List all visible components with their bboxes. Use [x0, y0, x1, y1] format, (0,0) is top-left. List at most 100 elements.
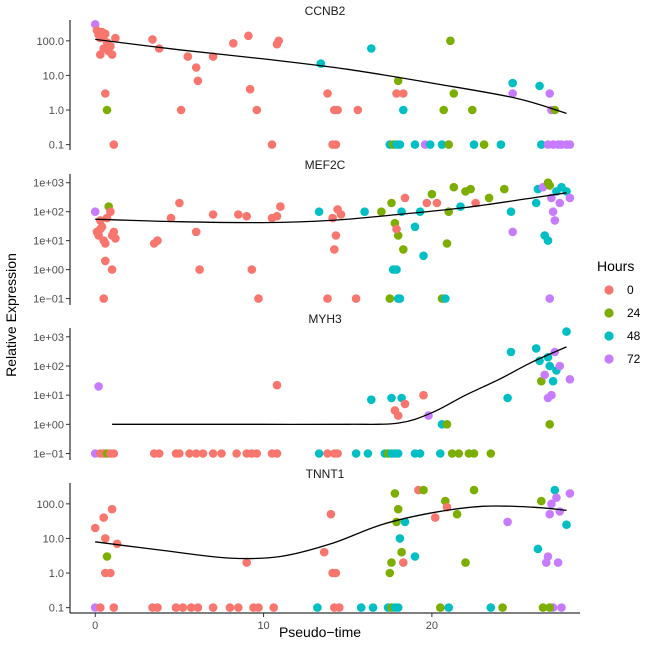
data-point — [363, 449, 373, 458]
y-tick-label: 1e−01 — [33, 449, 64, 461]
data-point — [252, 105, 262, 115]
trend-line — [95, 38, 567, 115]
data-point — [323, 449, 332, 458]
data-point — [254, 294, 263, 303]
data-point — [102, 552, 112, 561]
panels-layer: CCNB2 0.1 1.0 10.0 100.0 MEF2C 1e−01 1e+00 1e+01… — [33, 2, 580, 632]
data-point — [336, 210, 346, 219]
y-tick-label: 100.0 — [36, 499, 64, 511]
data-point — [109, 603, 119, 612]
data-point — [533, 544, 543, 554]
data-point — [537, 496, 546, 506]
data-point — [276, 202, 285, 211]
data-point — [562, 520, 571, 529]
data-point — [153, 236, 162, 245]
data-point — [537, 376, 546, 386]
x-tick-label: 20 — [426, 620, 438, 632]
data-point — [399, 89, 408, 98]
data-point — [543, 236, 553, 245]
y-tick-label: 0.1 — [49, 603, 64, 615]
data-point — [319, 547, 329, 557]
data-point — [441, 294, 450, 303]
data-point — [387, 393, 396, 403]
data-point — [392, 265, 401, 274]
data-point — [555, 361, 565, 371]
data-point — [479, 140, 489, 149]
panel-title: TNNT1 — [306, 467, 345, 481]
y-tick-label: 1e+01 — [33, 390, 64, 402]
panel-ccnb2: CCNB2 0.1 1.0 10.0 100.0 — [36, 2, 580, 152]
data-point — [154, 449, 164, 458]
data-point — [166, 213, 176, 223]
data-point — [208, 52, 218, 61]
data-point — [326, 509, 336, 519]
data-point — [395, 534, 405, 543]
data-point — [531, 344, 541, 353]
data-point — [254, 603, 263, 612]
data-point — [176, 105, 186, 115]
strip-background — [70, 156, 580, 174]
data-point — [314, 207, 324, 216]
data-point — [439, 105, 449, 115]
data-point — [503, 393, 512, 403]
data-point — [94, 382, 103, 391]
data-point — [101, 534, 110, 543]
data-point — [208, 603, 218, 612]
data-point — [244, 31, 253, 41]
data-point — [395, 294, 405, 303]
data-point — [427, 189, 437, 199]
panel-mef2c: MEF2C 1e−01 1e+00 1e+01 1e+02 1e+03 — [33, 156, 580, 306]
data-point — [96, 50, 105, 59]
x-axis-title: Pseudo−time — [279, 624, 361, 640]
data-point — [101, 89, 110, 98]
data-point — [198, 449, 208, 458]
data-point — [111, 234, 120, 243]
data-point — [393, 76, 403, 86]
data-point — [368, 603, 378, 612]
strip-background — [70, 310, 580, 328]
data-point — [508, 89, 517, 98]
data-point — [148, 35, 157, 44]
data-point — [538, 603, 548, 612]
data-point — [96, 603, 105, 612]
data-point — [565, 489, 575, 498]
data-point — [101, 239, 110, 248]
data-point — [112, 539, 122, 549]
y-tick-label: 1.0 — [49, 105, 64, 117]
legend-items: 0 24 48 72 — [604, 283, 641, 366]
data-point — [454, 449, 464, 458]
y-tick-label: 0.1 — [49, 140, 64, 152]
y-tick-label: 10.0 — [43, 70, 64, 82]
data-point — [90, 207, 100, 216]
data-point — [171, 603, 181, 612]
data-point — [234, 210, 243, 219]
points — [90, 327, 575, 458]
data-point — [351, 449, 361, 458]
data-point — [367, 44, 376, 53]
data-point — [111, 33, 120, 43]
data-point — [392, 89, 401, 98]
data-point — [351, 294, 361, 303]
data-point — [537, 140, 546, 149]
trend-line — [95, 192, 567, 224]
data-point — [400, 399, 410, 409]
data-point — [400, 193, 410, 203]
data-point — [208, 210, 218, 219]
legend-key-72 — [604, 354, 614, 364]
legend-label-0: 0 — [627, 283, 634, 297]
data-point — [107, 504, 117, 514]
data-point — [503, 517, 512, 527]
data-point — [323, 89, 332, 98]
data-point — [543, 552, 553, 561]
data-point — [548, 376, 558, 386]
data-point — [183, 52, 193, 61]
data-point — [272, 380, 282, 390]
data-point — [109, 140, 119, 149]
data-point — [195, 265, 204, 274]
data-point — [390, 489, 400, 498]
data-point — [565, 193, 575, 203]
data-point — [562, 327, 571, 336]
data-point — [425, 140, 435, 149]
data-point — [444, 603, 454, 612]
